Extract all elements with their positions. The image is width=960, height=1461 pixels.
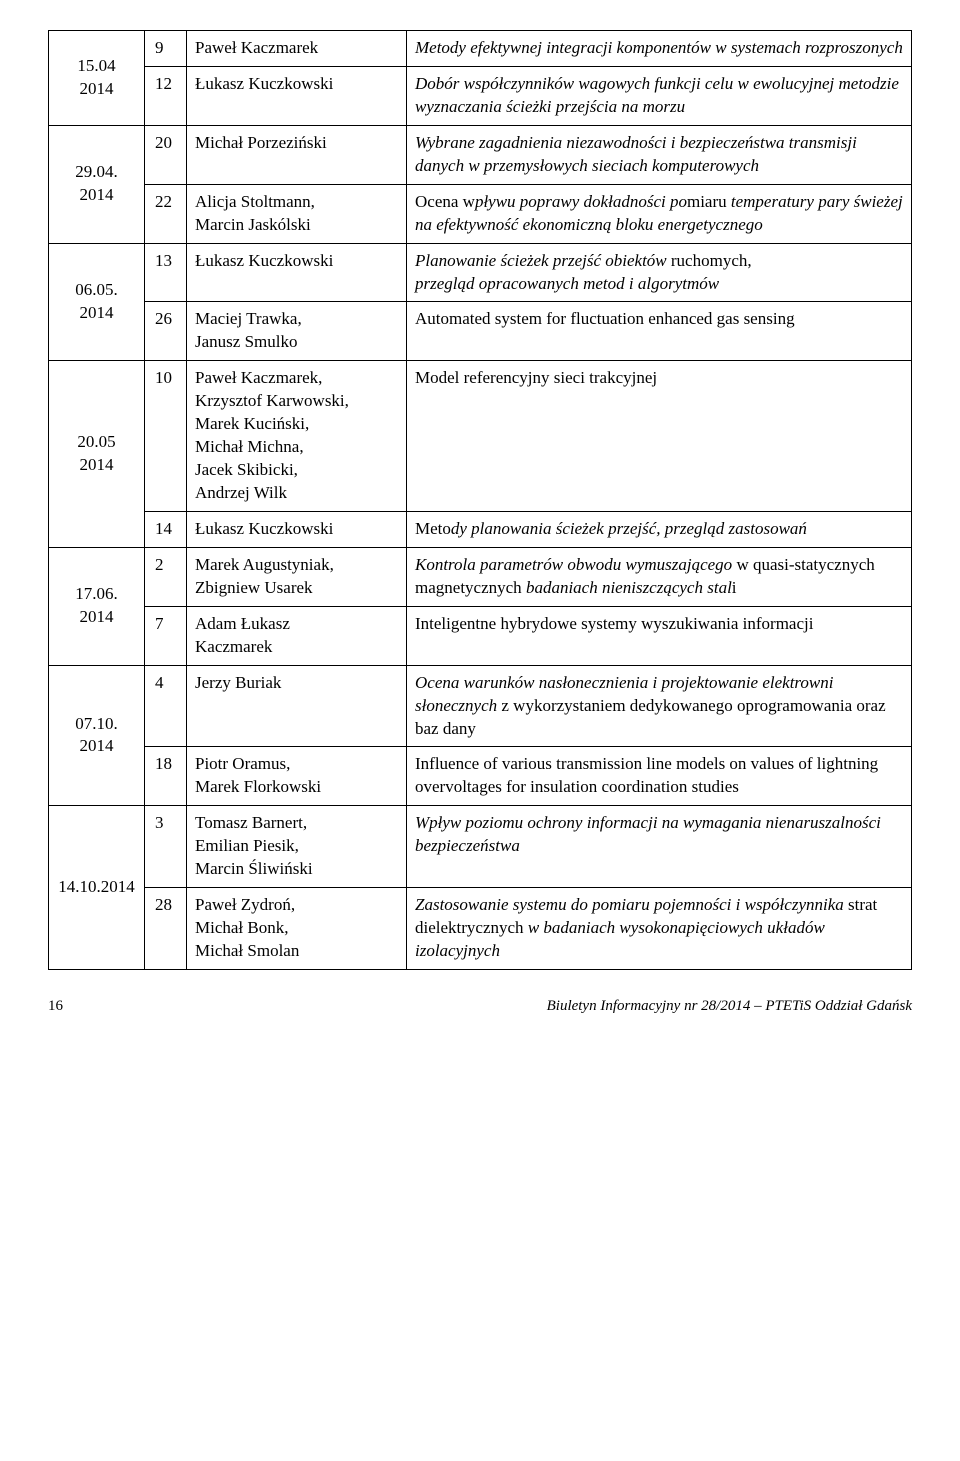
author-cell: Paweł Kaczmarek: [187, 31, 407, 67]
author-cell: Michał Porzeziński: [187, 125, 407, 184]
number-cell: 13: [145, 243, 187, 302]
topic-cell: Metody efektywnej integracji komponentów…: [407, 31, 912, 67]
topic-cell: Ocena wpływu poprawy dokładności pomiaru…: [407, 184, 912, 243]
date-cell: 20.05 2014: [49, 361, 145, 548]
table-row: 12Łukasz KuczkowskiDobór współczynników …: [49, 66, 912, 125]
topic-cell: Influence of various transmission line m…: [407, 747, 912, 806]
number-cell: 14: [145, 511, 187, 547]
topic-cell: Wybrane zagadnienia niezawodności i bezp…: [407, 125, 912, 184]
topic-cell: Kontrola parametrów obwodu wymuszającego…: [407, 547, 912, 606]
author-cell: Łukasz Kuczkowski: [187, 243, 407, 302]
topic-cell: Metody planowania ścieżek przejść, przeg…: [407, 511, 912, 547]
table-row: 17.06. 20142Marek Augustyniak, Zbigniew …: [49, 547, 912, 606]
number-cell: 18: [145, 747, 187, 806]
author-cell: Tomasz Barnert, Emilian Piesik, Marcin Ś…: [187, 806, 407, 888]
topic-cell: Dobór współczynników wagowych funkcji ce…: [407, 66, 912, 125]
number-cell: 4: [145, 665, 187, 747]
topic-cell: Wpływ poziomu ochrony informacji na wyma…: [407, 806, 912, 888]
table-row: 14Łukasz KuczkowskiMetody planowania ści…: [49, 511, 912, 547]
number-cell: 2: [145, 547, 187, 606]
table-row: 26Maciej Trawka, Janusz SmulkoAutomated …: [49, 302, 912, 361]
page-footer: 16 Biuletyn Informacyjny nr 28/2014 – PT…: [48, 998, 912, 1015]
topic-cell: Planowanie ścieżek przejść obiektów ruch…: [407, 243, 912, 302]
topic-cell: Ocena warunków nasłonecznienia i projekt…: [407, 665, 912, 747]
table-row: 7Adam Łukasz KaczmarekInteligentne hybry…: [49, 606, 912, 665]
table-row: 15.04 20149Paweł KaczmarekMetody efektyw…: [49, 31, 912, 67]
author-cell: Marek Augustyniak, Zbigniew Usarek: [187, 547, 407, 606]
table-row: 22Alicja Stoltmann, Marcin JaskólskiOcen…: [49, 184, 912, 243]
author-cell: Alicja Stoltmann, Marcin Jaskólski: [187, 184, 407, 243]
date-cell: 14.10.2014: [49, 806, 145, 970]
date-cell: 15.04 2014: [49, 31, 145, 126]
number-cell: 3: [145, 806, 187, 888]
table-row: 18Piotr Oramus, Marek FlorkowskiInfluenc…: [49, 747, 912, 806]
number-cell: 28: [145, 888, 187, 970]
date-cell: 07.10. 2014: [49, 665, 145, 806]
author-cell: Piotr Oramus, Marek Florkowski: [187, 747, 407, 806]
page-number: 16: [48, 998, 88, 1015]
topic-cell: Inteligentne hybrydowe systemy wyszukiwa…: [407, 606, 912, 665]
author-cell: Adam Łukasz Kaczmarek: [187, 606, 407, 665]
table-row: 28Paweł Zydroń, Michał Bonk, Michał Smol…: [49, 888, 912, 970]
number-cell: 10: [145, 361, 187, 512]
number-cell: 20: [145, 125, 187, 184]
number-cell: 7: [145, 606, 187, 665]
table-row: 29.04. 201420Michał PorzezińskiWybrane z…: [49, 125, 912, 184]
date-cell: 29.04. 2014: [49, 125, 145, 243]
table-row: 14.10.20143Tomasz Barnert, Emilian Piesi…: [49, 806, 912, 888]
topic-cell: Automated system for fluctuation enhance…: [407, 302, 912, 361]
number-cell: 26: [145, 302, 187, 361]
author-cell: Maciej Trawka, Janusz Smulko: [187, 302, 407, 361]
author-cell: Jerzy Buriak: [187, 665, 407, 747]
number-cell: 12: [145, 66, 187, 125]
author-cell: Łukasz Kuczkowski: [187, 66, 407, 125]
author-cell: Paweł Zydroń, Michał Bonk, Michał Smolan: [187, 888, 407, 970]
author-cell: Łukasz Kuczkowski: [187, 511, 407, 547]
date-cell: 06.05. 2014: [49, 243, 145, 361]
schedule-table: 15.04 20149Paweł KaczmarekMetody efektyw…: [48, 30, 912, 970]
table-row: 07.10. 20144Jerzy BuriakOcena warunków n…: [49, 665, 912, 747]
number-cell: 9: [145, 31, 187, 67]
topic-cell: Model referencyjny sieci trakcyjnej: [407, 361, 912, 512]
table-row: 06.05. 201413Łukasz KuczkowskiPlanowanie…: [49, 243, 912, 302]
topic-cell: Zastosowanie systemu do pomiaru pojemnoś…: [407, 888, 912, 970]
author-cell: Paweł Kaczmarek, Krzysztof Karwowski, Ma…: [187, 361, 407, 512]
table-row: 20.05 201410Paweł Kaczmarek, Krzysztof K…: [49, 361, 912, 512]
number-cell: 22: [145, 184, 187, 243]
footer-caption: Biuletyn Informacyjny nr 28/2014 – PTETi…: [547, 998, 912, 1015]
date-cell: 17.06. 2014: [49, 547, 145, 665]
